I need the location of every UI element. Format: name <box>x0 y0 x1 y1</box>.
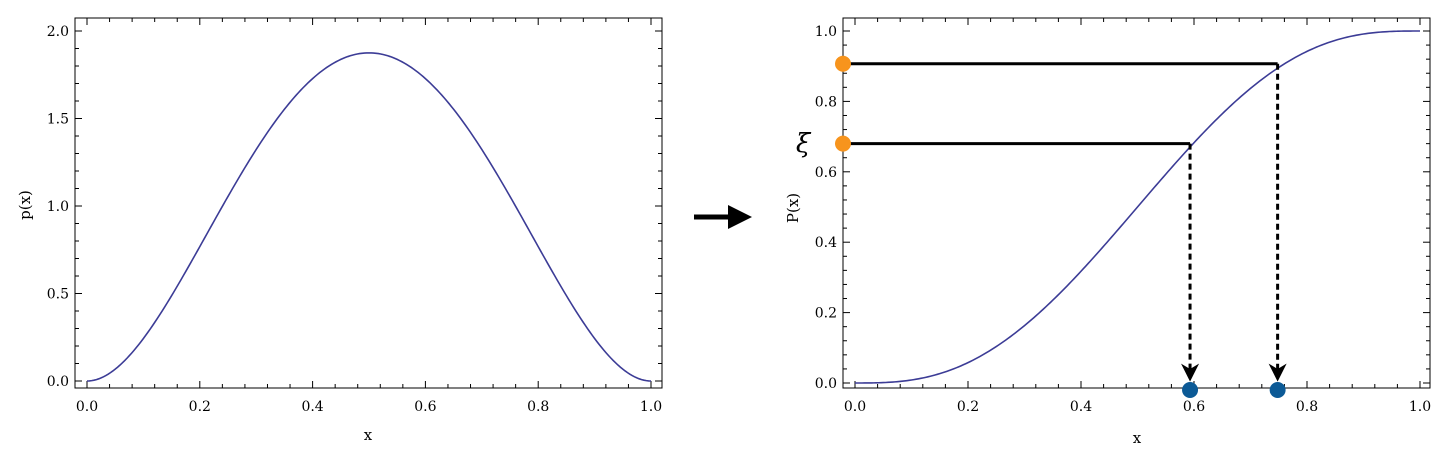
y-tick-label: 0.8 <box>815 94 837 110</box>
left-y-tick-labels: 0.0 0.5 1.0 1.5 2.0 <box>47 24 69 390</box>
x-sample-point <box>1270 382 1286 398</box>
x-tick-label: 0.4 <box>301 399 323 415</box>
x-tick-label: 0.0 <box>844 399 866 415</box>
left-y-axis-label: p(x) <box>16 190 34 220</box>
cdf-curve <box>855 31 1420 383</box>
x-tick-label: 0.2 <box>189 399 211 415</box>
y-tick-label: 0.0 <box>815 376 837 392</box>
x-tick-label: 0.4 <box>1070 399 1092 415</box>
right-x-axis-label: x <box>1133 429 1142 447</box>
x-tick-label: 0.0 <box>76 399 98 415</box>
y-tick-label: 1.0 <box>815 24 837 40</box>
y-tick-label: 0.4 <box>815 235 837 251</box>
right-y-axis-label: P(x) <box>784 193 802 223</box>
y-tick-label: 1.0 <box>47 199 69 215</box>
y-tick-label: 2.0 <box>47 24 69 40</box>
density-chart: 0.0 0.2 0.4 0.6 0.8 1.0 0.0 0.5 1.0 1.5 2.0 x p(x… <box>16 18 662 444</box>
x-tick-label: 1.0 <box>640 399 662 415</box>
left-plot-frame <box>75 18 662 388</box>
x-tick-label: 0.6 <box>414 399 436 415</box>
left-x-axis-label: x <box>364 426 373 444</box>
cdf-chart: 0.0 0.2 0.4 0.6 0.8 1.0 0.00.20.40.60.81.0 x … <box>784 18 1431 447</box>
x-sample-point <box>1182 382 1198 398</box>
xi-sample-point <box>835 56 851 72</box>
x-tick-label: 0.8 <box>527 399 549 415</box>
transform-arrow <box>694 205 752 229</box>
xi-label: ξ <box>796 129 812 159</box>
x-tick-label: 1.0 <box>1409 399 1431 415</box>
left-ticks <box>75 18 662 388</box>
x-tick-label: 0.6 <box>1183 399 1205 415</box>
y-tick-label: 0.5 <box>47 287 69 303</box>
xi-sample-point <box>835 136 851 152</box>
right-ticks <box>843 18 1430 388</box>
y-tick-label: 0.2 <box>815 306 837 322</box>
x-tick-label: 0.2 <box>957 399 979 415</box>
left-x-tick-labels: 0.0 0.2 0.4 0.6 0.8 1.0 <box>76 399 662 415</box>
right-y-tick-labels: 0.0 0.2 0.4 0.6 0.8 1.0 <box>815 24 837 392</box>
y-tick-label: 0.6 <box>815 165 837 181</box>
y-tick-label: 0.0 <box>47 374 69 390</box>
right-plot-frame <box>843 18 1430 388</box>
right-x-tick-labels: 0.0 0.2 0.4 0.6 0.8 1.0 <box>844 399 1431 415</box>
y-tick-label: 1.5 <box>47 112 69 128</box>
density-curve <box>87 53 651 381</box>
inverse-sampling-guides <box>835 56 1286 398</box>
x-tick-label: 0.8 <box>1296 399 1318 415</box>
